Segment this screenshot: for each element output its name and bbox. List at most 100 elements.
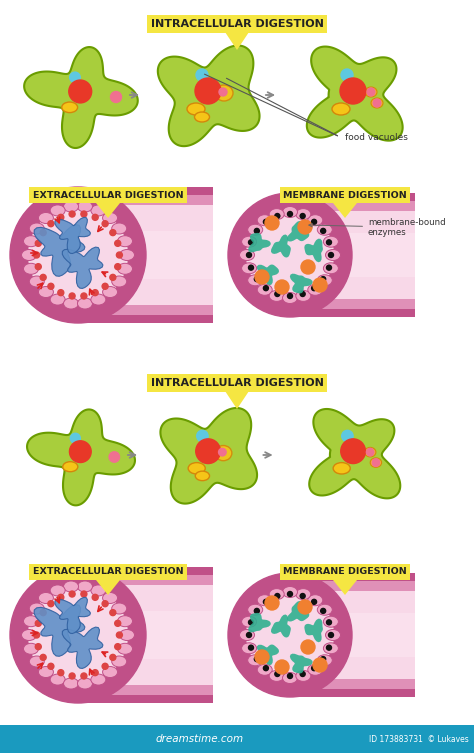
Circle shape — [275, 672, 280, 676]
Ellipse shape — [242, 263, 256, 274]
Ellipse shape — [308, 664, 323, 675]
Circle shape — [102, 663, 108, 669]
Polygon shape — [78, 187, 213, 323]
Circle shape — [115, 620, 121, 626]
Polygon shape — [78, 187, 213, 195]
Text: membrane-bound
enzymes: membrane-bound enzymes — [309, 218, 446, 237]
Circle shape — [264, 285, 268, 291]
Polygon shape — [34, 224, 85, 276]
Ellipse shape — [24, 643, 38, 654]
Text: INTRACELLULAR DIGESTION: INTRACELLULAR DIGESTION — [151, 378, 323, 388]
Circle shape — [115, 644, 121, 650]
Ellipse shape — [38, 212, 54, 224]
Circle shape — [69, 293, 75, 299]
Ellipse shape — [228, 193, 352, 317]
Ellipse shape — [332, 103, 350, 115]
Polygon shape — [96, 203, 120, 218]
Ellipse shape — [77, 678, 92, 689]
Polygon shape — [78, 187, 213, 205]
Circle shape — [81, 293, 87, 299]
Circle shape — [341, 69, 353, 81]
Ellipse shape — [50, 294, 65, 305]
Polygon shape — [78, 685, 213, 703]
Polygon shape — [271, 234, 291, 258]
Circle shape — [275, 280, 289, 294]
Polygon shape — [287, 601, 310, 621]
Circle shape — [255, 228, 259, 233]
Ellipse shape — [242, 616, 256, 627]
Ellipse shape — [326, 630, 340, 641]
Polygon shape — [307, 47, 402, 141]
Circle shape — [327, 620, 331, 625]
Circle shape — [298, 600, 312, 614]
Ellipse shape — [239, 249, 255, 261]
Circle shape — [35, 240, 41, 246]
Ellipse shape — [187, 103, 205, 115]
Ellipse shape — [63, 462, 78, 471]
Ellipse shape — [269, 209, 284, 220]
Circle shape — [288, 212, 292, 217]
Circle shape — [58, 669, 64, 675]
Circle shape — [34, 252, 40, 258]
Circle shape — [301, 640, 315, 654]
Ellipse shape — [102, 666, 118, 678]
Ellipse shape — [28, 585, 128, 685]
Circle shape — [275, 214, 280, 218]
Circle shape — [69, 591, 75, 597]
Polygon shape — [96, 580, 120, 595]
Ellipse shape — [38, 593, 54, 603]
Ellipse shape — [371, 98, 383, 108]
Circle shape — [321, 608, 326, 614]
Circle shape — [321, 276, 326, 282]
Circle shape — [311, 285, 317, 291]
Circle shape — [219, 448, 226, 456]
Ellipse shape — [118, 643, 133, 654]
Circle shape — [117, 632, 122, 638]
Polygon shape — [290, 573, 415, 591]
Circle shape — [264, 666, 268, 671]
Circle shape — [255, 270, 269, 284]
Ellipse shape — [269, 291, 284, 301]
Polygon shape — [34, 605, 85, 657]
Ellipse shape — [333, 462, 350, 474]
Circle shape — [367, 88, 375, 96]
Ellipse shape — [257, 285, 272, 295]
Ellipse shape — [102, 593, 118, 603]
Circle shape — [81, 591, 87, 597]
Polygon shape — [271, 614, 291, 638]
Circle shape — [275, 593, 280, 599]
Ellipse shape — [246, 211, 334, 299]
Circle shape — [48, 601, 54, 607]
Circle shape — [255, 276, 259, 282]
Circle shape — [70, 433, 80, 444]
Polygon shape — [290, 689, 415, 697]
Ellipse shape — [29, 276, 44, 287]
Circle shape — [248, 645, 254, 650]
Ellipse shape — [317, 655, 332, 666]
Polygon shape — [160, 408, 257, 504]
Circle shape — [255, 608, 259, 614]
Circle shape — [301, 260, 315, 274]
Ellipse shape — [257, 215, 272, 226]
Ellipse shape — [317, 224, 332, 235]
Circle shape — [255, 650, 269, 664]
Circle shape — [288, 673, 292, 678]
Polygon shape — [290, 573, 415, 697]
Text: INTRACELLULAR DIGESTION: INTRACELLULAR DIGESTION — [151, 19, 323, 29]
Polygon shape — [78, 231, 213, 279]
Ellipse shape — [370, 458, 382, 468]
Polygon shape — [290, 573, 415, 581]
Polygon shape — [290, 613, 415, 657]
Circle shape — [265, 216, 279, 230]
Ellipse shape — [269, 670, 284, 681]
Text: ID 173883731  © Lukaves: ID 173883731 © Lukaves — [369, 734, 469, 743]
Circle shape — [311, 219, 317, 224]
Text: dreamstime.com: dreamstime.com — [155, 734, 243, 744]
Bar — [0, 725, 474, 753]
Ellipse shape — [28, 205, 128, 305]
Circle shape — [110, 610, 116, 616]
Polygon shape — [290, 193, 415, 317]
Circle shape — [35, 264, 41, 270]
Circle shape — [69, 80, 91, 103]
Circle shape — [311, 599, 317, 605]
